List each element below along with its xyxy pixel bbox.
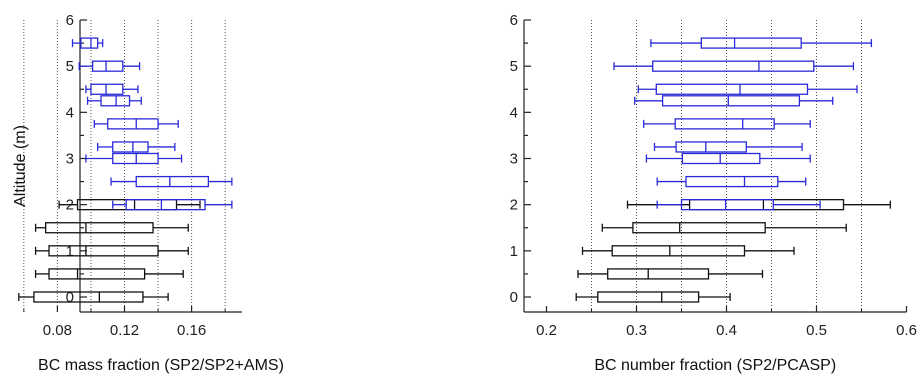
box-iqr <box>681 152 761 165</box>
x-axis-title: BC mass fraction (SP2/SP2+AMS) <box>38 357 284 374</box>
box-iqr <box>112 152 159 165</box>
x-axis: 0.08 0.12 0.16 <box>23 306 242 339</box>
box-plot <box>577 268 764 280</box>
box-plot <box>86 95 142 107</box>
box-plot <box>34 245 189 257</box>
grid-lines <box>591 20 862 312</box>
box-plot <box>85 83 139 95</box>
y-axis: 0 1 2 3 4 5 6 <box>510 12 531 312</box>
box-iqr <box>33 291 144 303</box>
y-tick-label: 5 <box>510 58 518 75</box>
box-iqr <box>135 175 210 188</box>
x-tick-label: 0.08 <box>43 322 72 339</box>
box-plot <box>645 152 811 165</box>
box-iqr <box>652 60 815 72</box>
y-tick-label: 0 <box>510 289 518 306</box>
grid-lines <box>23 20 226 312</box>
box-plot <box>656 175 807 188</box>
y-tick-label: 6 <box>66 12 74 29</box>
box-iqr <box>661 95 801 107</box>
box-iqr <box>91 60 124 72</box>
box-plot <box>643 118 811 130</box>
box-iqr <box>611 245 746 257</box>
y-tick-label: 4 <box>510 104 518 121</box>
box-plot <box>656 199 821 211</box>
box-series <box>18 37 233 303</box>
box-iqr <box>632 222 766 234</box>
y-tick-label: 0 <box>66 289 74 306</box>
x-tick-label: 0.12 <box>110 322 139 339</box>
box-plot <box>18 291 169 303</box>
box-plot <box>93 118 179 130</box>
box-plot <box>34 268 184 280</box>
box-plot <box>581 245 795 257</box>
number-fraction-panel: 0 1 2 3 4 5 6 0.2 0.3 0.4 0.5 0.6 BC number fraction… <box>510 12 917 374</box>
box-iqr <box>685 175 779 188</box>
box-iqr <box>700 37 802 49</box>
x-tick-label: 0.4 <box>716 322 737 339</box>
box-plot <box>650 37 873 49</box>
box-plot <box>71 37 104 49</box>
box-iqr <box>675 141 747 153</box>
box-iqr <box>680 199 774 211</box>
x-tick-label: 0.3 <box>626 322 647 339</box>
box-iqr <box>100 95 131 107</box>
y-tick-label: 4 <box>66 104 74 121</box>
box-plot <box>110 175 233 188</box>
x-axis: 0.2 0.3 0.4 0.5 0.6 <box>524 306 917 339</box>
y-tick-label: 3 <box>510 151 518 168</box>
box-iqr <box>125 199 206 211</box>
box-plot <box>637 83 858 95</box>
y-tick-label: 2 <box>510 197 518 214</box>
box-iqr <box>597 291 700 303</box>
box-series <box>575 37 891 303</box>
box-plot <box>34 222 189 234</box>
box-iqr <box>607 268 710 280</box>
box-iqr <box>90 83 124 95</box>
box-plot <box>112 199 233 211</box>
box-iqr <box>107 118 159 130</box>
box-plot <box>575 291 731 303</box>
x-tick-label: 0.6 <box>896 322 917 339</box>
box-iqr <box>655 83 809 95</box>
y-axis-title: Altitude (m) <box>12 125 29 207</box>
box-plot <box>653 141 803 153</box>
x-axis-title: BC number fraction (SP2/PCASP) <box>594 357 836 374</box>
box-plot <box>97 141 176 153</box>
y-tick-label: 1 <box>510 243 518 260</box>
box-iqr <box>48 245 159 257</box>
box-iqr <box>45 222 154 234</box>
x-tick-label: 0.2 <box>536 322 557 339</box>
x-tick-label: 0.5 <box>806 322 827 339</box>
box-iqr <box>112 141 149 153</box>
y-tick-label: 3 <box>66 151 74 168</box>
box-plot <box>634 95 834 107</box>
box-plot <box>78 60 141 72</box>
box-plot <box>601 222 847 234</box>
y-tick-label: 5 <box>66 58 74 75</box>
y-tick-label: 1 <box>66 243 74 260</box>
box-iqr <box>80 37 99 49</box>
y-tick-label: 6 <box>510 12 518 29</box>
box-iqr <box>48 268 146 280</box>
box-iqr <box>674 118 775 130</box>
x-tick-label: 0.16 <box>177 322 206 339</box>
box-plot <box>85 152 183 165</box>
box-plot <box>613 60 855 72</box>
